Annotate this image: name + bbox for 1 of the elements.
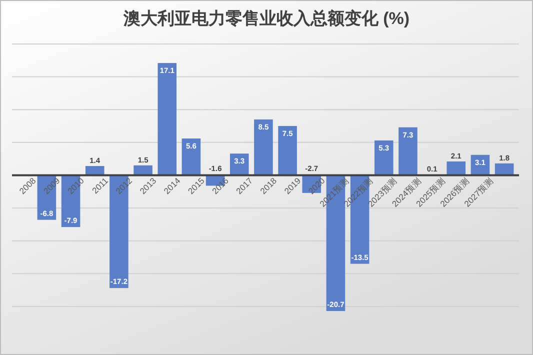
chart-title: 澳大利亚电力零售业收入总额变化 (%) xyxy=(122,9,410,28)
